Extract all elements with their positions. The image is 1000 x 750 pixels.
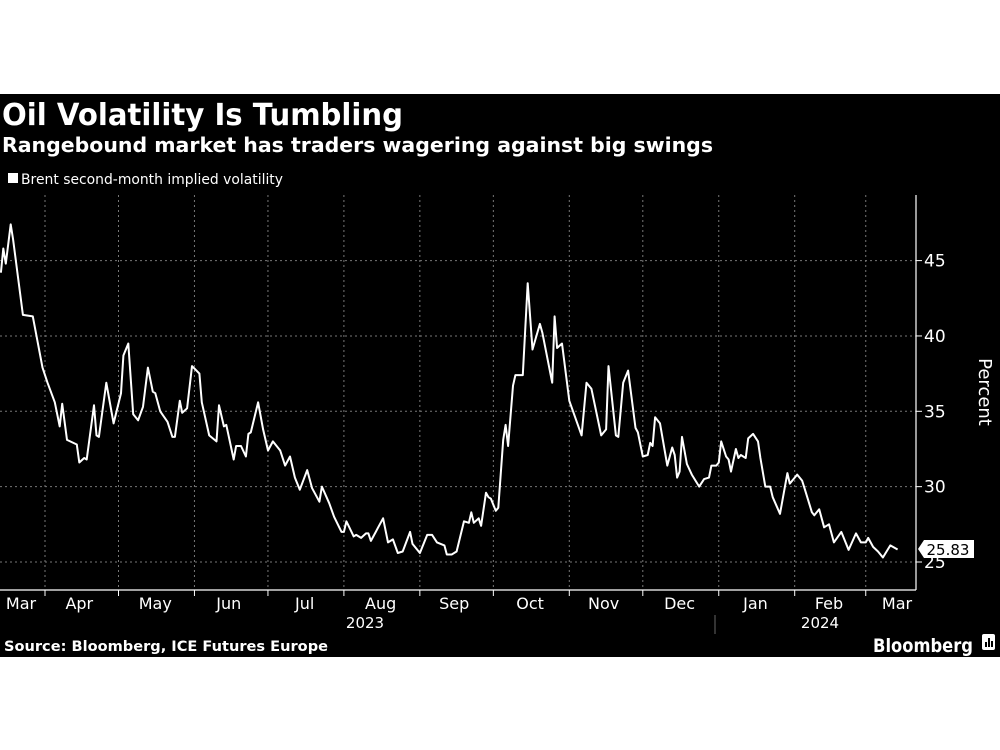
year-label-2024: 2024: [801, 614, 839, 632]
x-tick-label: Jul: [294, 594, 314, 613]
legend-swatch: [8, 173, 18, 183]
x-tick-label: Nov: [588, 594, 619, 613]
x-tick-label: Feb: [815, 594, 843, 613]
last-value-label: 25.83: [927, 541, 970, 559]
last-value-callout: 25.83: [918, 540, 974, 559]
chart-title: Oil Volatility Is Tumbling: [2, 98, 403, 133]
y-tick-label: 40: [924, 327, 946, 347]
grid: [0, 195, 916, 590]
x-tick-label: Jan: [742, 594, 768, 613]
x-tick-label: Aug: [365, 594, 396, 613]
year-label-2023: 2023: [346, 614, 384, 632]
series-line: [0, 223, 899, 559]
chart-subtitle: Rangebound market has traders wagering a…: [2, 133, 713, 157]
x-tick-label: Mar: [882, 594, 913, 613]
x-tick-label: Jun: [215, 594, 241, 613]
x-tick-label: Sep: [439, 594, 469, 613]
x-tick-label: Dec: [664, 594, 695, 613]
y-tick-label: 30: [924, 478, 946, 498]
source-note: Source: Bloomberg, ICE Futures Europe: [4, 639, 328, 655]
y-axis-label: Percent: [974, 358, 995, 426]
x-tick-label: Apr: [65, 594, 93, 613]
legend-label: Brent second-month implied volatility: [21, 172, 283, 188]
y-tick-label: 45: [924, 252, 946, 272]
y-tick-label: 35: [924, 402, 946, 422]
x-tick-label: Oct: [516, 594, 544, 613]
chart-background: [0, 94, 1000, 657]
bloomberg-logo: Bloomberg: [873, 635, 973, 657]
last-value-box: [918, 540, 974, 558]
x-tick-label: Mar: [6, 594, 37, 613]
bloomberg-chart-icon: [982, 634, 995, 650]
x-tick-label: May: [139, 594, 172, 613]
